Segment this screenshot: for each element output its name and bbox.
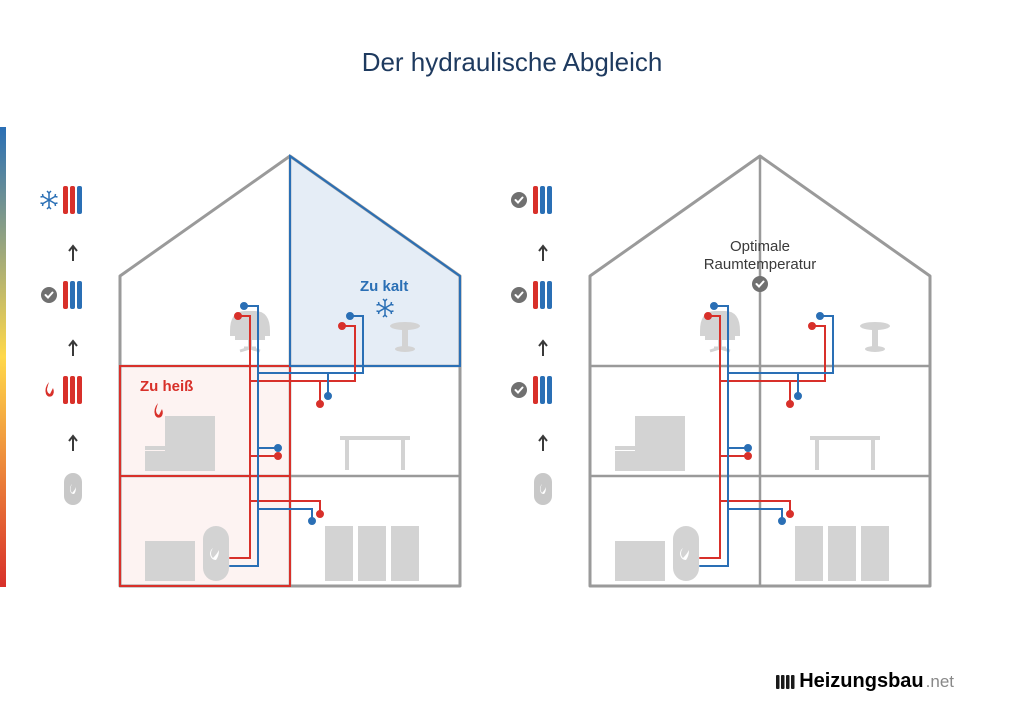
logo-brand: Heizungsbau [799,670,923,693]
label-too-hot: Zu heiß [140,378,193,395]
radiator-icon [775,673,797,691]
label-optimal-2: Raumtemperatur [704,256,817,273]
legend-right [511,186,552,505]
house-right: Optimale Raumtemperatur [590,156,930,586]
logo-suffix: .net [926,672,954,692]
logo: Heizungsbau.net [775,670,954,693]
label-optimal-1: Optimale [730,238,790,255]
label-too-cold: Zu kalt [360,278,408,295]
diagram-canvas: Zu heiß Zu kalt Opt [0,116,1024,676]
house-left: Zu heiß Zu kalt [120,156,460,586]
page-title: Der hydraulische Abgleich [0,17,1024,98]
legend-left [41,186,83,505]
